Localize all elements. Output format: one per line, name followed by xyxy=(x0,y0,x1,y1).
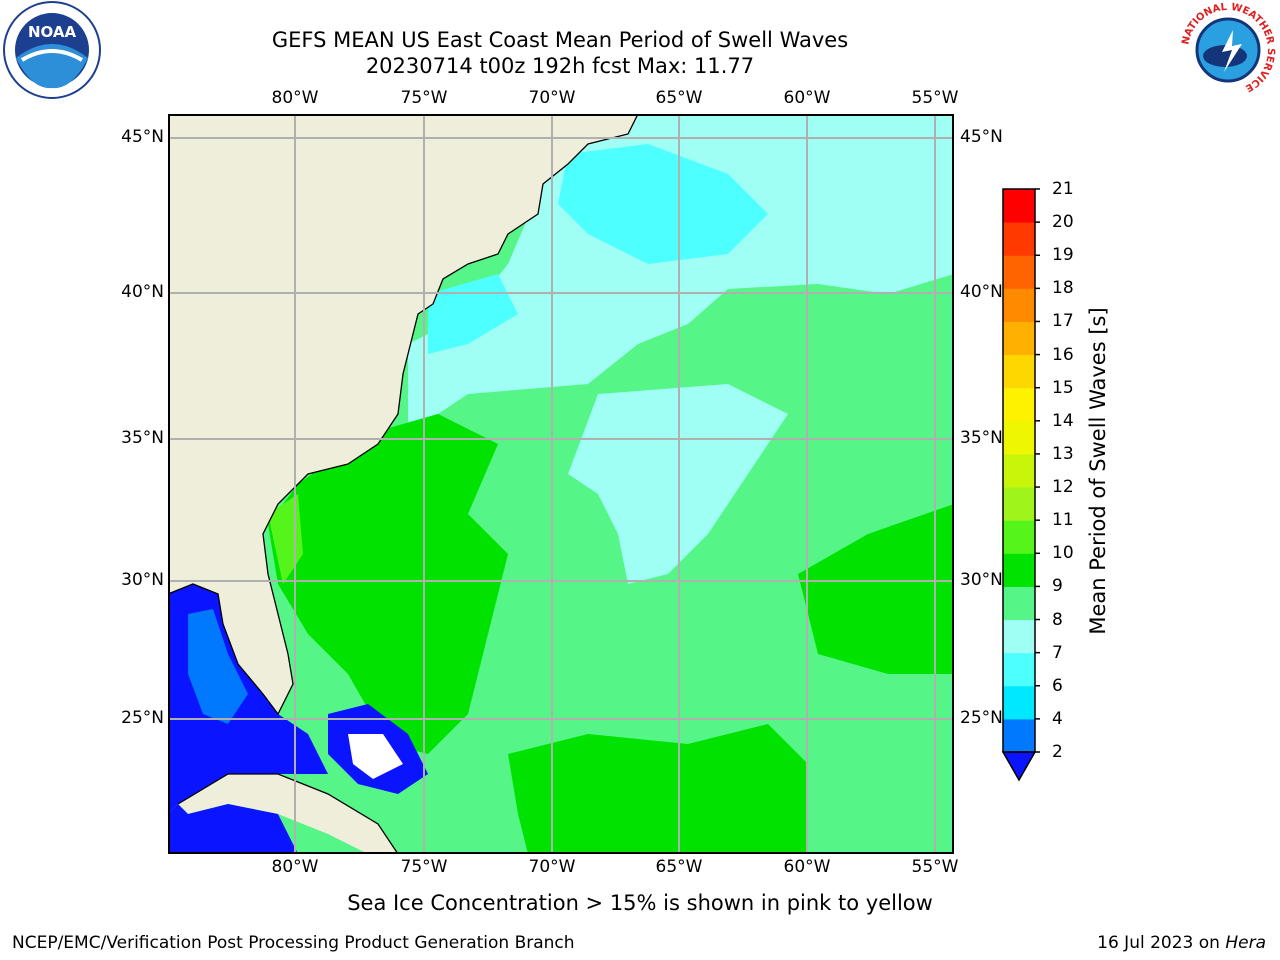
colorbar-band xyxy=(1003,387,1035,422)
swell-period-map xyxy=(168,114,954,854)
colorbar-band xyxy=(1003,354,1035,389)
southwest-green-region xyxy=(268,414,508,754)
colorbar-band xyxy=(1003,420,1035,455)
credit-line: NCEP/EMC/Verification Post Processing Pr… xyxy=(12,933,575,953)
colorbar-band xyxy=(1003,685,1035,720)
lat-label-right-45n: 45°N xyxy=(960,127,1003,147)
map-subtitle: 20230714 t00z 192h fcst Max: 11.77 xyxy=(365,54,755,78)
lon-label-top-65w: 65°W xyxy=(655,88,703,108)
colorbar-label-text: Mean Period of Swell Waves [s] xyxy=(1086,307,1110,635)
lat-label-right-25n: 25°N xyxy=(960,708,1003,728)
south-green-region xyxy=(508,724,808,854)
colorbar-band xyxy=(1003,619,1035,654)
colorbar-tick-label: 4 xyxy=(1052,708,1063,729)
colorbar-tick-label: 12 xyxy=(1052,477,1074,498)
colorbar-tick-label: 10 xyxy=(1052,543,1074,564)
caribbean-deep-region xyxy=(168,804,298,854)
north-america-land xyxy=(168,114,638,714)
date-line: 16 Jul 2023 on Hera xyxy=(1097,933,1266,953)
date-text: 16 Jul 2023 on xyxy=(1097,933,1226,953)
lat-label-left-25n: 25°N xyxy=(121,708,164,728)
colorbar-frame xyxy=(1002,188,1036,753)
lat-label-left-40n: 40°N xyxy=(121,282,164,302)
lon-label-bottom-55w: 55°W xyxy=(911,857,959,877)
colorbar-tick-label: 13 xyxy=(1052,443,1074,464)
lon-label-top-55w: 55°W xyxy=(911,88,959,108)
colorbar-tick-label: 6 xyxy=(1052,675,1063,696)
colorbar-band xyxy=(1003,553,1035,587)
colorbar-tick-label: 7 xyxy=(1052,642,1063,663)
colorbar-tick-label: 16 xyxy=(1052,344,1074,365)
coastline xyxy=(168,114,639,716)
colorbar-tick-label: 2 xyxy=(1052,742,1063,762)
lat-label-right-40n: 40°N xyxy=(960,282,1003,302)
lat-label-left-35n: 35°N xyxy=(121,428,164,448)
colorbar-tick-label: 17 xyxy=(1052,311,1074,332)
cuba-coastline xyxy=(177,773,399,854)
lat-label-left-45n: 45°N xyxy=(121,127,164,147)
shelf-light-region xyxy=(408,114,954,434)
lon-label-top-70w: 70°W xyxy=(528,88,576,108)
map-frame xyxy=(168,114,954,854)
colorbar-band xyxy=(1003,288,1035,322)
gulf-mid-region xyxy=(188,609,248,724)
colorbar-tick-label: 19 xyxy=(1052,245,1074,266)
lat-label-right-35n: 35°N xyxy=(960,428,1003,448)
colorbar-band xyxy=(1003,718,1035,753)
colorbar-tick-label: 20 xyxy=(1052,212,1074,233)
lon-label-bottom-60w: 60°W xyxy=(783,857,831,877)
east-green-region xyxy=(798,504,954,674)
colorbar-bands xyxy=(1003,189,1035,753)
noaa-logo-text: NOAA xyxy=(28,23,77,41)
colorbar-band xyxy=(1003,520,1035,554)
lon-label-bottom-75w: 75°W xyxy=(400,857,448,877)
colorbar-tick-label: 14 xyxy=(1052,410,1074,431)
colorbar-band xyxy=(1003,189,1035,223)
lon-label-bottom-70w: 70°W xyxy=(528,857,576,877)
noaa-logo: NOAA xyxy=(2,0,102,100)
bahamas-white-gap xyxy=(348,734,403,779)
lat-label-left-30n: 30°N xyxy=(121,570,164,590)
colorbar xyxy=(1001,188,1040,782)
colorbar-band xyxy=(1003,453,1035,488)
colorbar-band xyxy=(1003,586,1035,621)
colorbar-band xyxy=(1003,652,1035,687)
lon-label-top-75w: 75°W xyxy=(400,88,448,108)
colorbar-tick-label: 9 xyxy=(1052,576,1063,597)
graticule xyxy=(168,114,954,854)
colorbar-tick-label: 8 xyxy=(1052,609,1063,630)
lat-label-right-30n: 30°N xyxy=(960,570,1003,590)
colorbar-ticks xyxy=(1035,188,1040,753)
cuba-land xyxy=(178,774,398,854)
map-title: GEFS MEAN US East Coast Mean Period of S… xyxy=(271,28,849,52)
lon-label-bottom-65w: 65°W xyxy=(655,857,703,877)
lon-label-top-80w: 80°W xyxy=(271,88,319,108)
colorbar-band xyxy=(1003,222,1035,256)
colorbar-tick-label: 18 xyxy=(1052,278,1074,299)
lon-label-bottom-80w: 80°W xyxy=(271,857,319,877)
colorbar-band xyxy=(1003,487,1035,521)
lon-label-top-60w: 60°W xyxy=(783,88,831,108)
colorbar-tick-label: 21 xyxy=(1052,179,1074,199)
colorbar-band xyxy=(1003,321,1035,356)
nws-logo: NATIONAL WEATHER SERVICE xyxy=(1178,0,1278,100)
gulf-of-maine-cyan xyxy=(558,144,768,264)
sea-ice-note: Sea Ice Concentration > 15% is shown in … xyxy=(347,891,933,915)
colorbar-tick-label: 15 xyxy=(1052,377,1074,398)
colorbar-tick-label: 11 xyxy=(1052,510,1074,531)
colorbar-band xyxy=(1003,255,1035,289)
colorbar-extend-arrow xyxy=(1001,751,1037,782)
machine-name: Hera xyxy=(1225,933,1266,953)
